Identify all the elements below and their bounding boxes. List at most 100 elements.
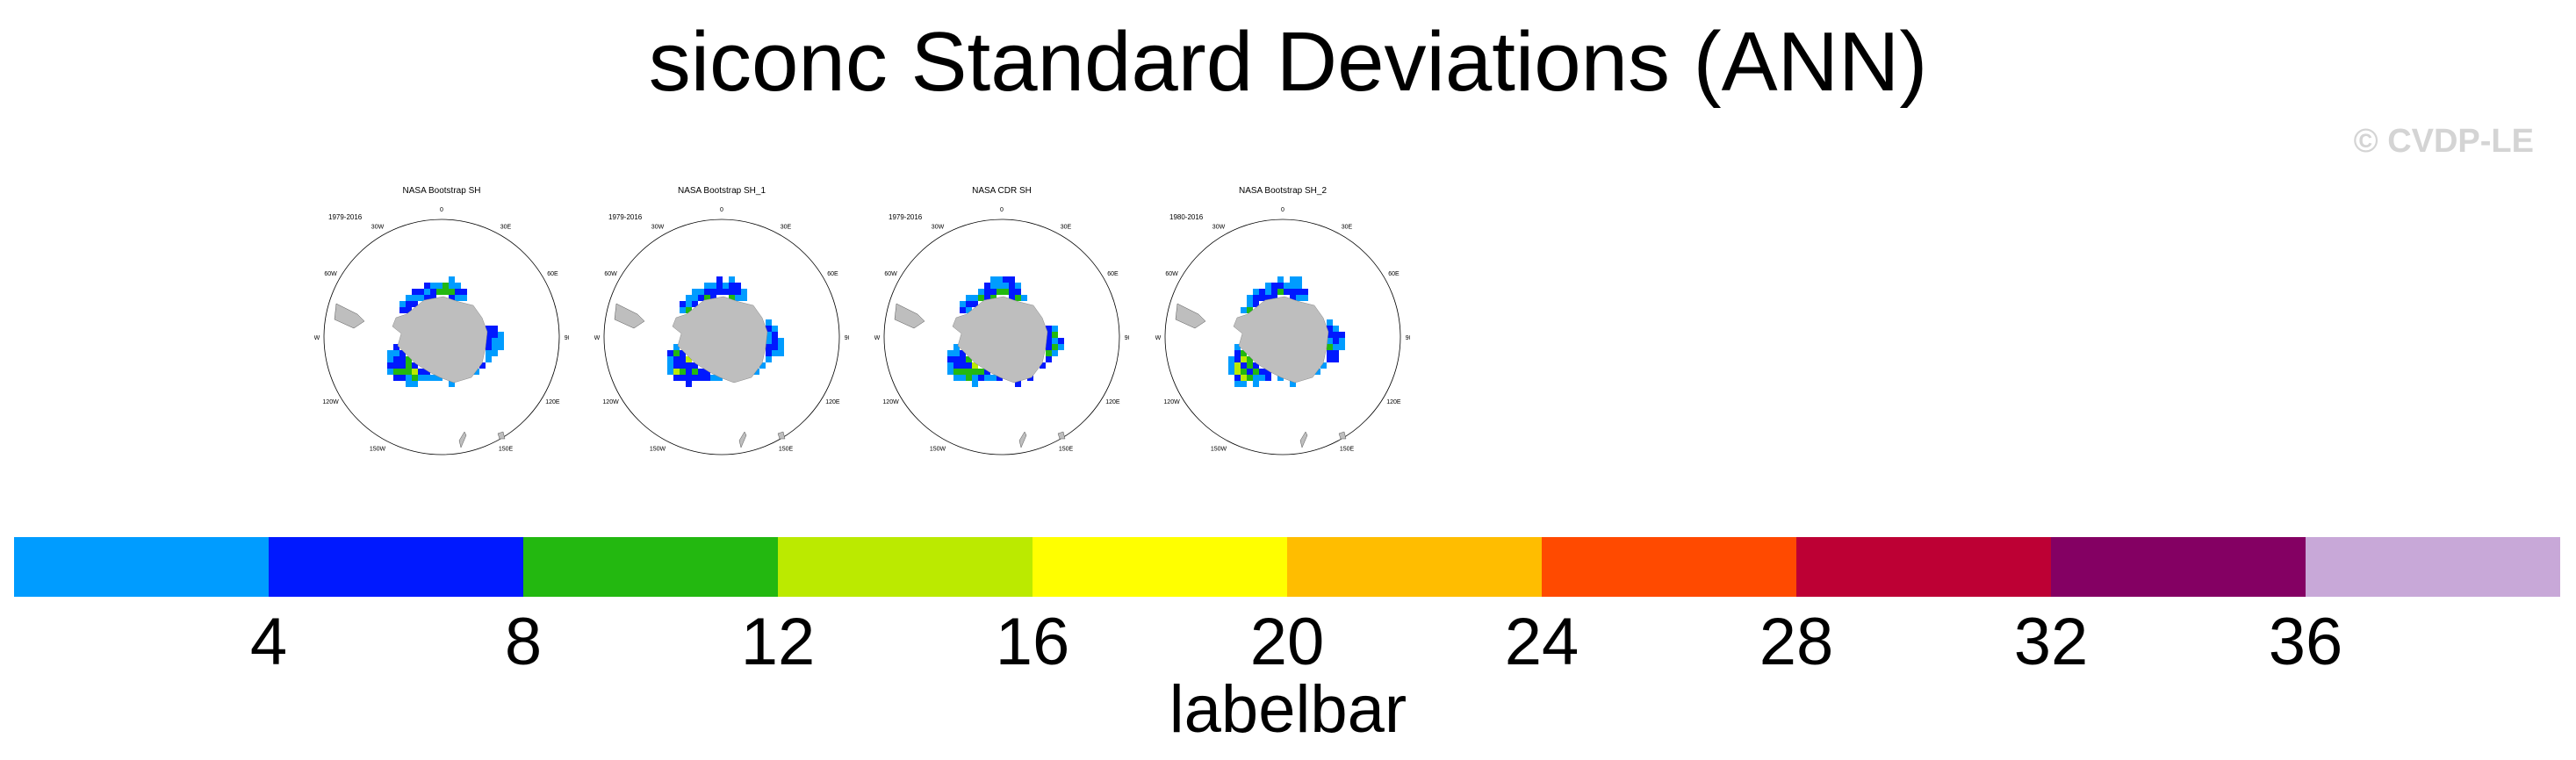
colorbar-swatch [1796,537,2051,597]
ice-cell [406,362,412,369]
longitude-label: 60E [547,271,558,277]
new-zealand-landmass [738,431,747,448]
ice-cell [698,369,704,375]
longitude-label: 120W [1163,399,1180,405]
ice-cell [1046,356,1052,362]
ice-cell [1253,381,1259,387]
polar-map: NASA CDR SH 1979-2016 0 30E 60E 90E 120E 150E… [874,186,1129,455]
ice-cell [673,362,680,369]
ice-cell [1290,283,1296,289]
ice-cell [753,369,759,375]
ice-cell [716,289,723,295]
ice-cell [716,276,723,283]
ice-cell [1052,338,1058,344]
colorbar-swatch [778,537,1033,597]
colorbar-tick-label: 4 [249,605,288,679]
ice-cell [399,350,406,356]
ice-cell [1271,295,1277,301]
ice-cell [492,338,498,344]
ice-cell [418,375,424,381]
ice-cell [449,276,455,283]
ice-cell [486,338,492,344]
ice-cell [953,362,960,369]
ice-cell [1253,369,1259,375]
ice-cell [1015,289,1021,295]
ice-cell [1277,375,1284,381]
ice-cell [406,381,412,387]
ice-cell [680,375,686,381]
ice-cell [686,375,692,381]
longitude-label: 0 [1000,207,1004,213]
ice-cell [1259,295,1265,301]
ice-cell [1241,362,1247,369]
ice-cell [1247,369,1253,375]
ice-cell [698,289,704,295]
ice-cell [673,375,680,381]
ice-cell [680,362,686,369]
ice-cell [966,375,972,381]
ice-cell [953,369,960,375]
ice-cell [673,356,680,362]
ice-cell [406,369,412,375]
colorbar-tick-label: 12 [740,605,816,679]
antarctica-landmass [1233,296,1329,384]
ice-cell [430,283,436,289]
ice-cell [486,332,492,338]
polar-map: NASA Bootstrap SH 1979-2016 0 30E 60E 90E 12… [314,186,569,455]
ice-cell [449,295,455,301]
polar-map: NASA Bootstrap SH_2 1980-2016 0 30E 60E 90E… [1155,186,1410,455]
ice-cell [984,295,990,301]
ice-cell [1228,362,1234,369]
ice-cell [1247,362,1253,369]
ice-cell [1003,289,1009,295]
ice-cell [667,356,673,362]
longitude-label: 30E [1061,225,1072,231]
ice-cell [1339,332,1345,338]
ice-cell [1241,369,1247,375]
longitude-label: 120E [545,399,560,405]
ice-cell [399,356,406,362]
ice-cell [1296,276,1302,283]
ice-cell [1046,350,1052,356]
ice-cell [412,381,418,387]
ice-cell [1003,283,1009,289]
ice-cell [680,307,686,313]
ice-cell [735,283,741,289]
ice-cell [704,295,710,301]
ice-cell [492,344,498,350]
longitude-label: 60E [827,271,838,277]
ice-cell [1265,369,1271,375]
ice-cell [704,369,710,375]
colorbar-swatch [2306,537,2560,597]
ice-cell [772,332,778,338]
ice-cell [1284,289,1290,295]
ice-cell [1290,295,1296,301]
ice-cell [1040,362,1046,369]
colorbar-swatch [1033,537,1287,597]
tasmania-landmass [1338,431,1347,440]
ice-cell [704,283,710,289]
new-zealand-landmass [1018,431,1027,448]
ice-cell [406,307,412,313]
colorbar [14,537,2560,597]
antarctica-landmass [392,296,488,384]
ice-cell [1265,375,1271,381]
longitude-label: 90W [1155,335,1162,341]
ice-cell [667,362,673,369]
watermark: © CVDP-LE [2353,123,2534,160]
ice-cell [1271,283,1277,289]
ice-cell [1327,356,1333,362]
ice-cell [772,344,778,350]
ice-cell [680,356,686,362]
ice-cell [1253,362,1259,369]
ice-cell [1247,301,1253,307]
longitude-label: 0 [1281,207,1284,213]
longitude-label: 150E [1059,446,1074,452]
ice-cell [766,338,772,344]
tasmania-landmass [497,431,506,440]
ice-cell [387,369,393,375]
ice-cell [966,301,972,307]
ice-cell [1234,362,1241,369]
ice-cell [399,375,406,381]
ice-cell [449,289,455,295]
